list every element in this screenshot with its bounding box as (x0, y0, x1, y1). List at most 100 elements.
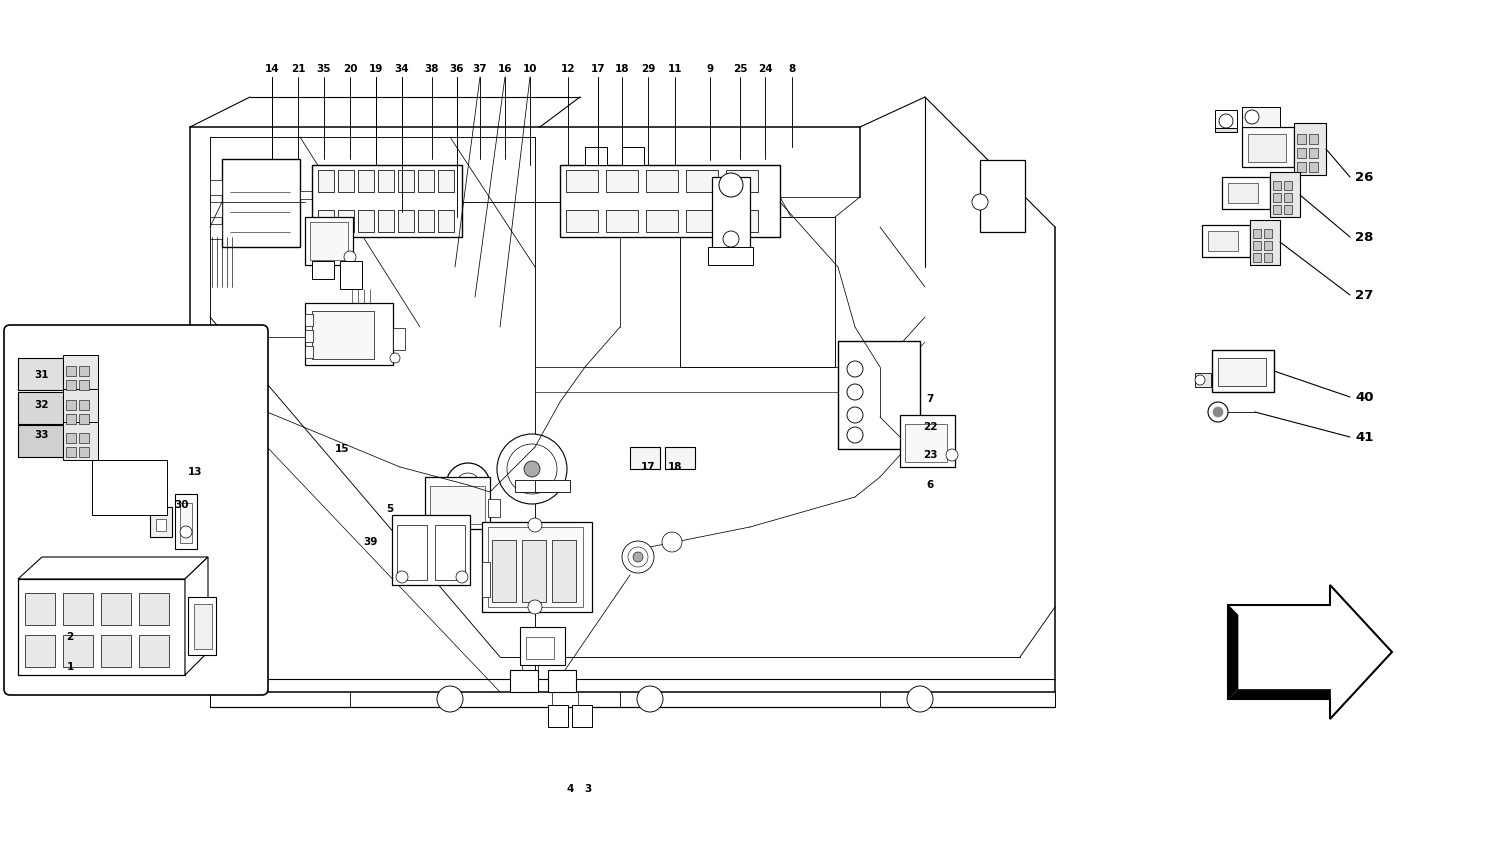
Bar (482, 522, 592, 612)
Bar (572, 705, 592, 727)
Circle shape (847, 407, 862, 423)
Bar (140, 593, 170, 625)
Bar (18, 358, 63, 390)
Text: 38: 38 (424, 64, 439, 74)
Bar (419, 210, 434, 232)
Bar (300, 191, 312, 199)
Bar (435, 525, 465, 580)
Text: 33: 33 (34, 430, 50, 440)
Text: 22: 22 (922, 422, 938, 432)
Bar (622, 147, 644, 165)
Text: 6: 6 (927, 480, 933, 490)
Bar (1242, 127, 1294, 167)
Bar (312, 311, 374, 359)
Bar (1310, 162, 1318, 172)
Circle shape (633, 552, 644, 562)
Text: 27: 27 (1354, 289, 1374, 302)
Text: 41: 41 (1354, 430, 1374, 444)
Circle shape (628, 547, 648, 567)
Circle shape (528, 600, 542, 614)
Bar (358, 210, 374, 232)
Bar (18, 425, 63, 457)
Text: 21: 21 (291, 64, 306, 74)
Bar (686, 210, 718, 232)
Bar (680, 217, 836, 367)
Bar (1208, 231, 1237, 251)
Bar (80, 366, 88, 376)
Text: 25: 25 (732, 64, 747, 74)
Bar (392, 515, 470, 585)
Text: 5: 5 (387, 504, 393, 514)
Bar (1284, 181, 1292, 190)
Bar (548, 670, 576, 692)
Bar (686, 170, 718, 192)
Bar (80, 433, 88, 443)
Bar (100, 635, 130, 667)
Bar (419, 170, 434, 192)
Circle shape (972, 194, 988, 210)
Text: 1: 1 (66, 662, 74, 672)
Bar (80, 400, 88, 410)
Text: 12: 12 (561, 64, 574, 74)
Text: 35: 35 (316, 64, 332, 74)
Text: 15: 15 (334, 444, 350, 454)
Bar (552, 540, 576, 602)
Bar (1222, 177, 1270, 209)
Text: 14: 14 (264, 64, 279, 74)
Bar (488, 499, 500, 517)
Polygon shape (18, 557, 208, 579)
Bar (358, 170, 374, 192)
Bar (726, 210, 758, 232)
Text: 40: 40 (1354, 390, 1374, 403)
Bar (18, 392, 63, 424)
Bar (1284, 193, 1292, 202)
Bar (1264, 253, 1272, 262)
Bar (1218, 358, 1266, 386)
Circle shape (496, 434, 567, 504)
Bar (92, 460, 166, 515)
Bar (338, 210, 354, 232)
Bar (526, 637, 554, 659)
Bar (1228, 183, 1258, 203)
Bar (1274, 205, 1281, 214)
Circle shape (524, 461, 540, 477)
Bar (726, 170, 758, 192)
Text: 13: 13 (188, 467, 202, 477)
Bar (194, 604, 211, 649)
Circle shape (847, 384, 862, 400)
Bar (424, 477, 490, 529)
Circle shape (662, 532, 682, 552)
Circle shape (908, 686, 933, 712)
Bar (1270, 172, 1300, 217)
Text: 32: 32 (34, 400, 50, 410)
Text: 20: 20 (344, 64, 357, 74)
Circle shape (507, 444, 556, 494)
Bar (1250, 220, 1280, 265)
Text: 36: 36 (450, 64, 465, 74)
Text: 29: 29 (640, 64, 656, 74)
Bar (1264, 229, 1272, 238)
Bar (66, 366, 76, 376)
Bar (712, 177, 750, 252)
Bar (210, 202, 222, 217)
Bar (338, 170, 354, 192)
Bar (1310, 134, 1318, 144)
Bar (1298, 162, 1306, 172)
Bar (66, 433, 76, 443)
Polygon shape (1228, 585, 1392, 719)
Bar (1294, 123, 1326, 175)
Bar (393, 328, 405, 350)
Bar (66, 447, 76, 457)
Bar (646, 210, 678, 232)
Bar (398, 525, 427, 580)
Bar (210, 180, 222, 195)
Bar (708, 247, 753, 265)
Circle shape (1245, 110, 1258, 124)
Text: 9: 9 (706, 64, 714, 74)
Text: 34: 34 (394, 64, 410, 74)
Bar (398, 170, 414, 192)
Bar (606, 210, 638, 232)
Text: 18: 18 (615, 64, 628, 74)
Bar (492, 540, 516, 602)
Bar (1242, 107, 1280, 127)
